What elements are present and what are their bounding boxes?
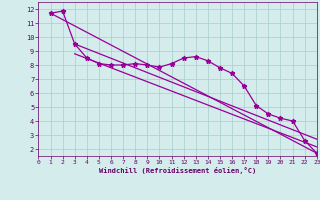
X-axis label: Windchill (Refroidissement éolien,°C): Windchill (Refroidissement éolien,°C) bbox=[99, 167, 256, 174]
